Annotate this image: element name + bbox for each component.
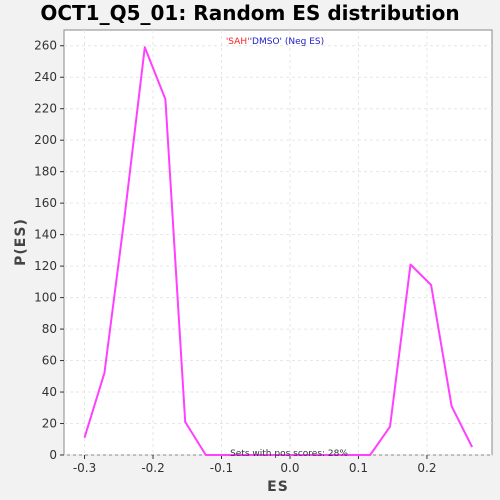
y-tick-label: 200 bbox=[34, 133, 57, 147]
x-tick-label: -0.1 bbox=[210, 461, 233, 475]
plot-area bbox=[64, 30, 492, 455]
y-tick-label: 100 bbox=[34, 291, 57, 305]
legend-sah-label: 'SAH' bbox=[226, 37, 250, 47]
x-tick-label: 0.0 bbox=[280, 461, 299, 475]
y-tick-label: 260 bbox=[34, 39, 57, 53]
chart-title: OCT1_Q5_01: Random ES distribution bbox=[40, 1, 459, 25]
y-tick-label: 20 bbox=[42, 417, 57, 431]
y-tick-label: 40 bbox=[42, 385, 57, 399]
x-tick-label: -0.3 bbox=[73, 461, 96, 475]
y-tick-label: 60 bbox=[42, 354, 57, 368]
x-tick-label: 0.2 bbox=[417, 461, 436, 475]
x-axis-label: ES bbox=[267, 479, 289, 495]
y-tick-label: 160 bbox=[34, 196, 57, 210]
y-axis: 0 20 40 60 80 100 120 140 160 180 200 220 240 260 bbox=[34, 39, 64, 462]
x-tick-label: 0.1 bbox=[349, 461, 368, 475]
legend-neg-es-label: (Neg ES) bbox=[282, 37, 324, 47]
y-tick-label: 120 bbox=[34, 259, 57, 273]
y-axis-label: P(ES) bbox=[13, 218, 29, 266]
y-tick-label: 80 bbox=[42, 322, 57, 336]
y-tick-label: 240 bbox=[34, 70, 57, 84]
y-tick-label: 140 bbox=[34, 228, 57, 242]
legend-annotation: 'SAH''DMSO' (Neg ES) bbox=[226, 37, 324, 47]
legend-dmso-label: 'DMSO' bbox=[250, 37, 282, 47]
x-tick-label: -0.2 bbox=[141, 461, 164, 475]
pos-scores-annotation: Sets with pos scores: 28% bbox=[230, 449, 348, 459]
y-tick-label: 180 bbox=[34, 165, 57, 179]
y-tick-label: 0 bbox=[49, 448, 57, 462]
y-tick-label: 220 bbox=[34, 102, 57, 116]
